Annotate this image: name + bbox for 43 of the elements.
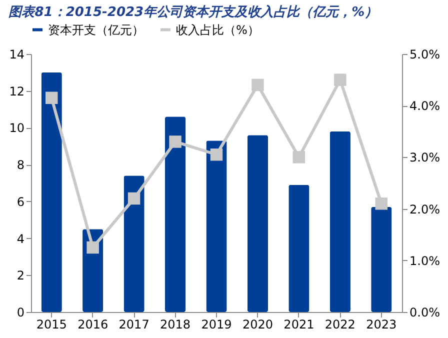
point	[86, 241, 99, 254]
y-tick-label: 6	[16, 194, 24, 209]
y2-tick-label: 1.0%	[410, 254, 440, 268]
chart-title: 图表81：2015-2023年公司资本开支及收入占比（亿元，%）	[8, 4, 378, 20]
x-tick-label: 2023	[366, 318, 397, 332]
bar	[371, 206, 392, 312]
bar	[164, 116, 186, 312]
bar	[206, 140, 227, 312]
y2-tick-label: 5.0%	[410, 48, 440, 62]
bar	[288, 184, 310, 312]
point	[128, 192, 140, 205]
y-tick-label: 8	[16, 158, 24, 172]
bar	[247, 135, 268, 312]
point	[169, 136, 182, 148]
bar	[330, 131, 350, 312]
x-tick-label: 2018	[160, 318, 191, 332]
y2-tick-label: 4.0%	[410, 99, 440, 114]
x-tick-label: 2019	[201, 318, 232, 332]
point	[210, 148, 223, 161]
y-tick-label: 0	[16, 306, 24, 320]
legend-label: 资本开支（亿元）	[48, 22, 144, 37]
x-tick-label: 2017	[118, 318, 150, 332]
x-tick-label: 2020	[242, 318, 273, 332]
point	[292, 151, 306, 164]
y-tick-label: 12	[9, 84, 24, 98]
x-tick-label: 2022	[324, 318, 356, 332]
point	[252, 78, 264, 92]
y2-tick-label: 3.0%	[410, 150, 440, 165]
y-tick-label: 4	[16, 232, 24, 246]
point	[375, 198, 388, 210]
bar	[41, 72, 62, 312]
x-tick-label: 2015	[36, 318, 67, 332]
point	[45, 92, 58, 104]
y2-tick-label: 0.0%	[410, 306, 440, 320]
y-tick-label: 14	[9, 48, 24, 62]
y2-tick-label: 2.0%	[410, 202, 440, 216]
legend-label: 收入占比（%）	[176, 22, 260, 37]
x-tick-label: 2016	[78, 318, 108, 332]
y-tick-label: 10	[9, 121, 24, 136]
point	[334, 74, 346, 86]
y-tick-label: 2	[16, 268, 24, 283]
x-tick-label: 2021	[284, 318, 314, 332]
bar	[124, 176, 144, 312]
